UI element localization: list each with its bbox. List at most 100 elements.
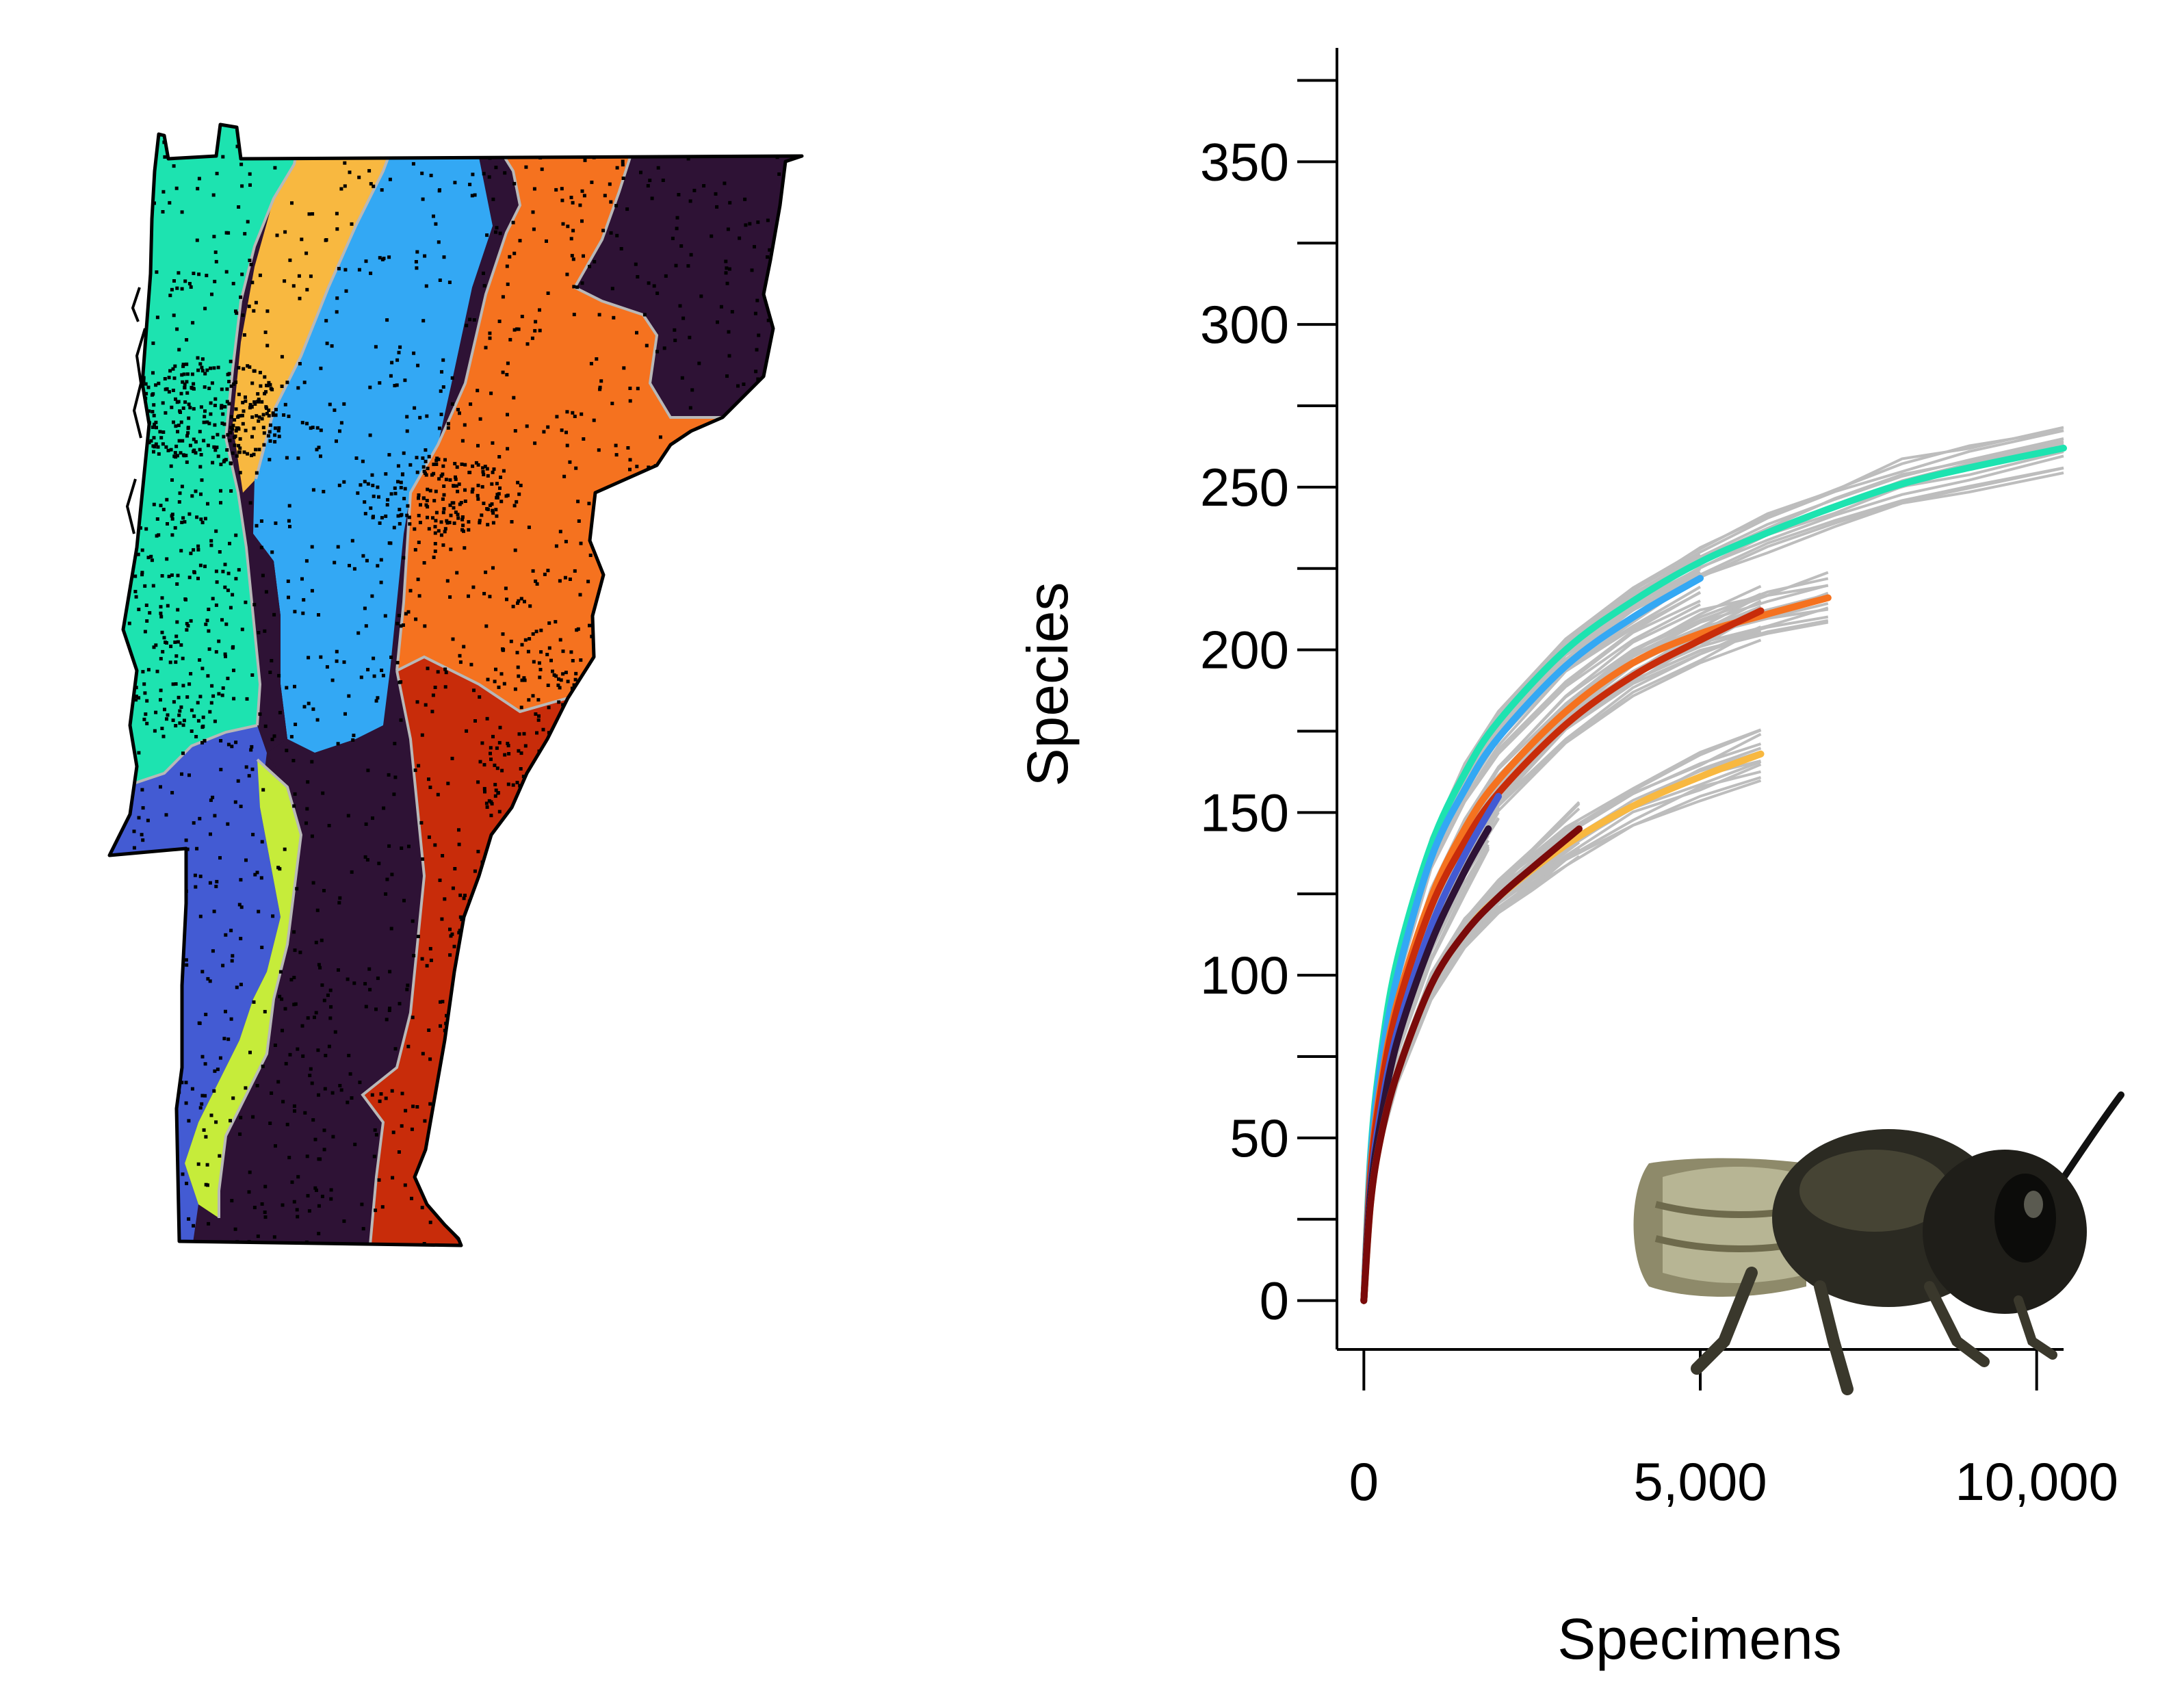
specimen-point bbox=[134, 435, 138, 439]
specimen-point bbox=[561, 649, 565, 654]
specimen-point bbox=[530, 140, 534, 144]
specimen-point bbox=[212, 909, 216, 914]
specimen-point bbox=[558, 1169, 562, 1173]
specimen-point bbox=[203, 307, 207, 311]
specimen-point bbox=[311, 212, 315, 216]
specimen-point bbox=[678, 1208, 682, 1212]
specimen-point bbox=[415, 470, 419, 474]
specimen-point bbox=[344, 289, 348, 293]
specimen-point bbox=[199, 453, 203, 456]
specimen-point bbox=[495, 226, 499, 230]
specimen-point bbox=[571, 229, 575, 233]
specimen-point bbox=[185, 1181, 189, 1185]
specimen-point bbox=[727, 330, 731, 334]
specimen-point bbox=[479, 940, 483, 944]
specimen-point bbox=[431, 516, 434, 520]
specimen-point bbox=[556, 683, 560, 687]
specimen-point bbox=[480, 935, 484, 940]
specimen-point bbox=[259, 519, 263, 523]
specimen-point bbox=[268, 671, 272, 674]
specimen-point bbox=[432, 555, 436, 559]
specimen-point bbox=[221, 412, 225, 416]
specimen-point bbox=[217, 639, 221, 643]
specimen-point bbox=[749, 1169, 753, 1173]
specimen-point bbox=[132, 846, 136, 850]
specimen-point bbox=[518, 151, 522, 155]
specimen-point bbox=[377, 862, 381, 866]
specimen-point bbox=[257, 419, 261, 423]
specimen-point bbox=[753, 311, 757, 315]
specimen-point bbox=[491, 1103, 495, 1107]
specimen-point bbox=[547, 706, 551, 710]
specimen-point bbox=[522, 927, 526, 931]
specimen-point bbox=[209, 832, 212, 836]
specimen-point bbox=[553, 792, 556, 796]
specimen-point bbox=[569, 196, 573, 200]
specimen-point bbox=[428, 1220, 432, 1224]
specimen-point bbox=[192, 437, 196, 441]
specimen-point bbox=[715, 145, 719, 149]
specimen-point bbox=[285, 1122, 289, 1126]
specimen-point bbox=[581, 797, 585, 801]
specimen-point bbox=[785, 434, 789, 438]
specimen-point bbox=[774, 884, 778, 888]
specimen-point bbox=[596, 499, 600, 503]
specimen-point bbox=[495, 1107, 499, 1111]
specimen-point bbox=[287, 504, 291, 508]
specimen-point bbox=[612, 1191, 616, 1195]
specimen-point bbox=[371, 816, 374, 820]
specimen-point bbox=[490, 502, 494, 506]
specimen-point bbox=[369, 271, 373, 275]
specimen-point bbox=[615, 141, 619, 145]
specimen-point bbox=[507, 1091, 511, 1095]
specimen-point bbox=[257, 398, 261, 402]
specimen-point bbox=[777, 963, 781, 968]
specimen-point bbox=[452, 944, 456, 948]
specimen-point bbox=[579, 658, 583, 662]
specimen-point bbox=[187, 402, 191, 406]
specimen-point bbox=[214, 603, 218, 607]
specimen-point bbox=[457, 842, 461, 846]
specimen-point bbox=[132, 246, 136, 250]
specimen-point bbox=[228, 439, 232, 443]
specimen-point bbox=[168, 1201, 172, 1205]
specimen-point bbox=[536, 852, 540, 856]
specimen-point bbox=[295, 887, 299, 891]
specimen-point bbox=[677, 1141, 681, 1145]
specimen-point bbox=[720, 1089, 725, 1093]
specimen-point bbox=[659, 560, 663, 564]
specimen-point bbox=[511, 220, 515, 224]
specimen-point bbox=[535, 582, 539, 586]
specimen-point bbox=[686, 157, 690, 161]
specimen-point bbox=[424, 473, 428, 477]
specimen-point bbox=[292, 1104, 296, 1108]
specimen-point bbox=[444, 671, 448, 675]
specimen-point bbox=[727, 354, 731, 358]
specimen-point bbox=[194, 451, 198, 455]
specimen-point bbox=[190, 372, 194, 376]
specimen-point bbox=[434, 519, 438, 523]
specimen-point bbox=[186, 624, 190, 627]
specimen-point bbox=[242, 333, 246, 337]
specimen-point bbox=[531, 694, 535, 698]
specimen-point bbox=[175, 454, 179, 458]
specimen-point bbox=[668, 998, 672, 1002]
specimen-point bbox=[759, 1211, 764, 1215]
specimen-point bbox=[248, 402, 252, 406]
specimen-point bbox=[668, 1110, 672, 1113]
specimen-point bbox=[472, 318, 476, 322]
specimen-point bbox=[688, 335, 692, 339]
specimen-point bbox=[783, 144, 787, 148]
y-tick-label: 150 bbox=[1200, 782, 1289, 842]
specimen-point bbox=[424, 459, 428, 463]
region-lime bbox=[185, 760, 301, 1218]
specimen-point bbox=[532, 187, 536, 191]
specimen-point bbox=[545, 239, 548, 243]
specimen-point bbox=[159, 698, 162, 702]
specimen-point bbox=[476, 443, 480, 448]
specimen-point bbox=[412, 351, 416, 355]
specimen-point bbox=[482, 172, 486, 176]
specimen-point bbox=[619, 247, 623, 250]
specimen-point bbox=[658, 435, 662, 439]
specimen-point bbox=[192, 571, 196, 575]
